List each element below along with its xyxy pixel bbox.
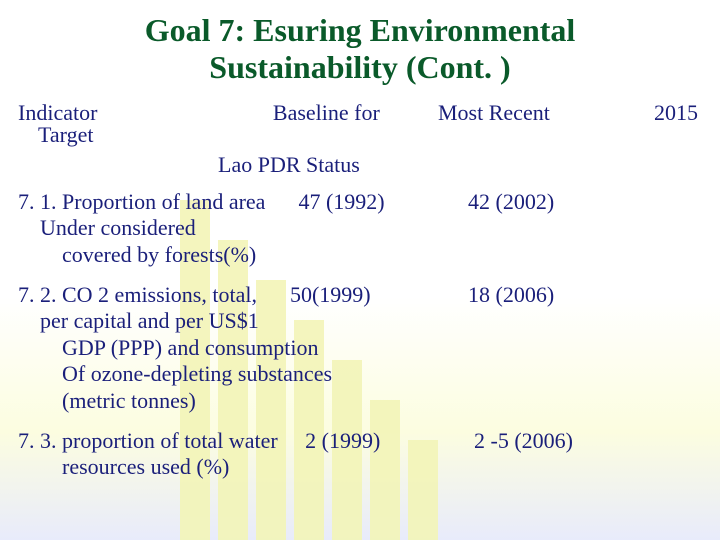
r71-baseline: 47 (1992) (298, 189, 384, 215)
row-7-2: 7. 2. CO 2 emissions, total, 50(1999) pe… (18, 282, 702, 414)
status-row: Lao PDR Status (18, 152, 702, 178)
r71-recent: 42 (2002) (438, 189, 554, 214)
r73-baseline: 2 (1999) (305, 428, 380, 454)
header-indicator: Indicator (18, 100, 97, 125)
slide-title: Goal 7: Esuring Environmental Sustainabi… (18, 12, 702, 86)
r73-line2: resources used (%) (18, 454, 428, 480)
r72-line4: Of ozone-depleting substances (18, 361, 428, 387)
r71-line1: 7. 1. Proportion of land area (18, 189, 265, 214)
header-baseline: Baseline for (103, 100, 380, 125)
slide-content: Goal 7: Esuring Environmental Sustainabi… (0, 0, 720, 481)
r72-line5: (metric tonnes) (18, 388, 428, 414)
r72-line2: per capital and per US$1 (18, 308, 428, 334)
r72-baseline: 50(1999) (290, 282, 371, 308)
r71-line2: Under considered (18, 215, 428, 241)
header-status: Lao PDR Status (18, 152, 360, 177)
title-line-2: Sustainability (Cont. ) (209, 49, 510, 85)
r71-line3: covered by forests(%) (18, 242, 428, 268)
title-line-1: Goal 7: Esuring Environmental (145, 12, 576, 48)
header-row-2: Target (18, 122, 702, 148)
header-target: Target (18, 122, 93, 147)
r73-line1: 7. 3. proportion of total water (18, 428, 278, 453)
r73-recent: 2 -5 (2006) (438, 428, 573, 453)
r72-line1: 7. 2. CO 2 emissions, total, (18, 282, 257, 307)
r72-line3: GDP (PPP) and consumption (18, 335, 428, 361)
row-7-1: 7. 1. Proportion of land area 47 (1992) … (18, 189, 702, 268)
r72-recent: 18 (2006) (438, 282, 554, 307)
row-7-3: 7. 3. proportion of total water 2 (1999)… (18, 428, 702, 481)
